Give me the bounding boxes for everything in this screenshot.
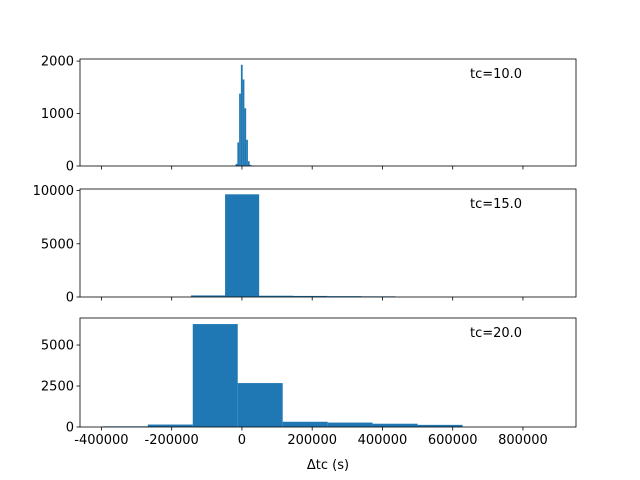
x-tick-label: 400000 [358,433,408,448]
histogram-bar [247,161,250,166]
axes-frame [79,58,577,167]
histogram-bar [237,383,283,427]
histogram-bar [282,421,328,427]
x-axis-label: Δtc (s) [307,458,349,473]
y-tick-label: 10000 [33,184,74,199]
x-tick-label: 800000 [498,433,548,448]
x-tick-label: -200000 [145,433,199,448]
histogram-bar [237,142,240,166]
histogram-bar [249,164,252,166]
y-tick-label: 0 [66,160,74,175]
histogram-bar [327,422,373,427]
y-tick-label: 0 [66,421,74,436]
histogram-bar [191,295,226,297]
histogram-bar [244,108,247,166]
y-tick-label: 5000 [41,237,74,252]
histogram-bar [192,324,238,427]
x-tick-label: 0 [238,433,246,448]
histogram-bar [242,79,245,166]
annotation: tc=10.0 [470,67,522,82]
x-tick-label: 600000 [428,433,478,448]
y-tick-label: 2500 [41,380,74,395]
axes-frame [79,317,577,428]
histogram-bar [240,64,243,166]
x-tick-label: 200000 [287,433,337,448]
histogram-bar [225,194,260,297]
histogram-bar [235,163,238,166]
histogram-bar [239,93,241,166]
y-tick-label: 2000 [41,55,74,70]
axes-frame [79,188,577,298]
annotation: tc=20.0 [470,326,522,341]
histogram-bar [327,296,362,297]
y-tick-label: 0 [66,291,74,306]
histogram-bar [372,423,418,427]
y-tick-label: 1000 [41,107,74,122]
histogram-bar [293,295,328,297]
histogram-bar [147,424,193,427]
x-tick-label: -400000 [74,433,128,448]
annotation: tc=15.0 [470,197,522,212]
histogram-bar [246,139,248,166]
histogram-bar [417,424,463,427]
histogram-bar [259,295,294,297]
y-tick-label: 5000 [41,339,74,354]
